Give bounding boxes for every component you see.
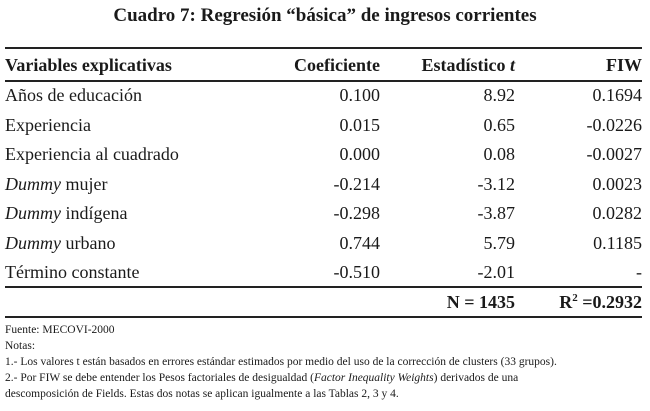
table-row: Dummy mujer -0.214 -3.12 0.0023 (5, 170, 642, 200)
variable-label: mujer (61, 173, 108, 194)
table-row: Término constante -0.510 -2.01 - (5, 258, 642, 288)
header-fiw: FIW (606, 55, 642, 75)
r-squared: R2 =0.2932 (515, 288, 642, 318)
t-statistic-cell: -3.12 (477, 173, 516, 194)
regression-table: Variables explicativas Coeficiente Estad… (5, 50, 642, 317)
header-variables: Variables explicativas (5, 55, 172, 75)
variable-label: indígena (61, 203, 128, 223)
note-1: 1.- Los valores t están basados en error… (5, 356, 557, 368)
table-row: Experiencia al cuadrado 0.000 0.08 -0.00… (5, 140, 642, 170)
table-row: Dummy indígena -0.298 -3.87 0.0282 (5, 199, 642, 229)
fiw-cell: - (636, 262, 642, 282)
r-squared-superscript: 2 (572, 291, 578, 304)
variable-label: urbano (61, 232, 116, 253)
coefficient-cell: -0.510 (333, 262, 381, 282)
variable-name: Dummy mujer (5, 170, 265, 200)
header-t-italic: t (509, 55, 515, 75)
table-row: Dummy urbano 0.744 5.79 0.1185 (5, 229, 642, 259)
variable-italic: Dummy (5, 173, 61, 194)
fiw-cell: -0.0027 (586, 144, 643, 164)
t-statistic-cell: 0.65 (483, 114, 516, 135)
t-statistic-cell: -3.87 (477, 203, 516, 223)
header-rule (5, 80, 642, 82)
fiw-cell: -0.0226 (586, 114, 643, 135)
summary-row: N = 1435 R2 =0.2932 (5, 288, 642, 318)
variable-italic: Dummy (5, 203, 61, 223)
table-row: Años de educación 0.100 8.92 0.1694 (5, 81, 642, 111)
sample-size: N = 1435 (446, 291, 515, 312)
source-note: Fuente: MECOVI-2000 (5, 324, 115, 336)
variable-name: Dummy urbano (5, 229, 265, 259)
variable-name: Dummy indígena (5, 199, 265, 229)
note-2-italic: Factor Inequality Weights (313, 372, 434, 384)
t-statistic-cell: -2.01 (477, 262, 516, 282)
coefficient-cell: -0.298 (333, 203, 381, 223)
coefficient-cell: 0.000 (339, 144, 381, 164)
r-squared-label: R (559, 291, 573, 312)
coefficient-cell: 0.100 (339, 85, 381, 105)
fiw-cell: 0.1694 (592, 85, 643, 105)
table-end-rule (5, 316, 642, 318)
note-2-part-a: 2.- Por FIW se debe entender los Pesos f… (5, 372, 314, 384)
note-2: 2.- Por FIW se debe entender los Pesos f… (5, 370, 645, 386)
variable-label: Experiencia (5, 114, 91, 135)
body-bottom-rule (5, 286, 642, 288)
coefficient-cell: -0.214 (333, 173, 381, 194)
summary-empty (5, 288, 265, 318)
header-coefficient: Coeficiente (294, 55, 380, 75)
fiw-cell: 0.1185 (593, 232, 642, 253)
coefficient-cell: 0.015 (339, 114, 381, 135)
fiw-cell: 0.0282 (592, 203, 643, 223)
variable-label: Experiencia al cuadrado (5, 144, 179, 164)
note-2-part-b: ) derivados de una (433, 372, 519, 384)
variable-name: Años de educación (5, 81, 265, 111)
table-title: Cuadro 7: Regresión “básica” de ingresos… (113, 5, 537, 26)
fiw-cell: 0.0023 (592, 173, 643, 194)
variable-italic: Dummy (5, 232, 61, 253)
variable-label: Años de educación (5, 85, 142, 105)
variable-name: Experiencia (5, 111, 265, 141)
table-notes: Fuente: MECOVI-2000 Notas: 1.- Los valor… (5, 322, 645, 402)
t-statistic-cell: 0.08 (483, 144, 516, 164)
note-2-continued: descomposición de Fields. Estas dos nota… (5, 388, 399, 400)
table-row: Experiencia 0.015 0.65 -0.0226 (5, 111, 642, 141)
summary-empty (265, 288, 380, 318)
variable-name: Término constante (5, 258, 265, 288)
coefficient-cell: 0.744 (339, 232, 381, 253)
header-t-statistic-label: Estadístico (421, 55, 510, 75)
t-statistic-cell: 5.79 (483, 232, 516, 253)
header-t-statistic: Estadístico t (380, 50, 515, 81)
t-statistic-cell: 8.92 (483, 85, 516, 105)
top-rule (5, 47, 642, 49)
r-squared-value: =0.2932 (577, 291, 642, 312)
variable-name: Experiencia al cuadrado (5, 140, 265, 170)
header-row: Variables explicativas Coeficiente Estad… (5, 50, 642, 81)
variable-label: Término constante (5, 262, 140, 282)
notes-heading: Notas: (5, 340, 36, 352)
